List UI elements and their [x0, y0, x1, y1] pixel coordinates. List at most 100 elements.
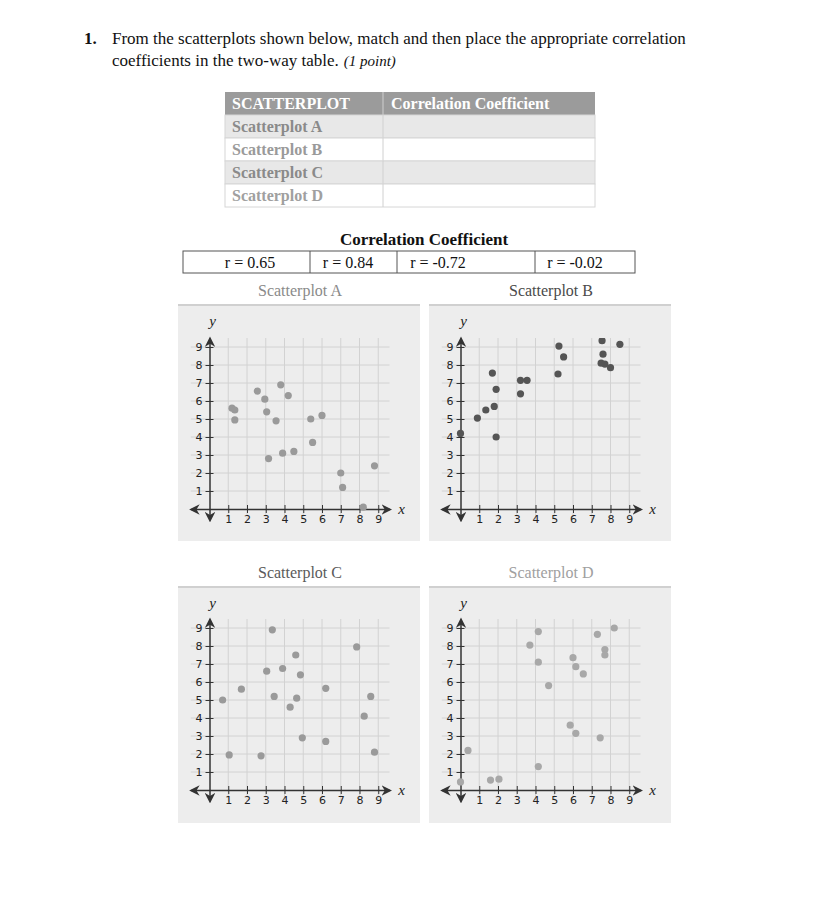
scatterplot: Scatterplot A123456789123456789yx — [178, 282, 420, 541]
x-axis-title: x — [648, 782, 656, 798]
y-tick-mark — [457, 646, 465, 647]
y-tick: 7 — [447, 658, 465, 671]
y-tick: 7 — [196, 658, 214, 671]
y-grid-line — [442, 646, 641, 647]
point — [367, 693, 374, 700]
y-tick-mark — [206, 383, 214, 384]
y-tick: 9 — [447, 341, 465, 354]
point — [360, 504, 367, 511]
point — [616, 341, 623, 348]
x-tick: 2 — [495, 786, 502, 807]
point — [287, 704, 294, 711]
points — [457, 624, 618, 785]
point — [265, 455, 272, 462]
panel-bg — [429, 587, 671, 823]
table-cell: Scatterplot D — [232, 187, 323, 205]
x-tick: 6 — [570, 786, 577, 807]
y-tick-mark — [206, 419, 214, 420]
y-axis-title: y — [458, 313, 467, 329]
y-tick-label: 8 — [447, 359, 454, 372]
y-tick-mark — [206, 491, 214, 492]
x-tick-label: 9 — [626, 513, 633, 526]
x-axis-title: x — [648, 501, 656, 517]
y-tick-mark — [457, 491, 465, 492]
y-tick: 1 — [196, 485, 214, 498]
y-tick-label: 3 — [447, 730, 454, 743]
y-tick-label: 6 — [196, 395, 203, 408]
y-tick-label: 7 — [196, 377, 203, 390]
point — [457, 778, 464, 785]
y-grid-line — [191, 347, 390, 348]
y-tick: 4 — [196, 712, 214, 725]
point — [299, 734, 306, 741]
y-tick: 2 — [196, 748, 214, 761]
y-tick: 7 — [196, 377, 214, 390]
x-tick: 2 — [495, 505, 502, 526]
coefficient-label: r = 0.65 — [225, 254, 275, 271]
x-tick-label: 8 — [357, 794, 364, 807]
y-tick-label: 4 — [196, 431, 203, 444]
y-tick-mark — [457, 736, 465, 737]
y-tick-label: 6 — [447, 395, 454, 408]
x-tick-label: 7 — [338, 794, 345, 807]
y-tick-label: 7 — [447, 377, 454, 390]
coefficients-divider — [535, 251, 536, 273]
panel-bg — [178, 305, 420, 541]
question-text: From the scatterplots shown below, match… — [112, 29, 686, 48]
y-tick-label: 1 — [196, 766, 203, 779]
y-tick-label: 6 — [196, 676, 203, 689]
scatterplot: Scatterplot D123456789123456789yx — [429, 564, 671, 823]
x-tick: 6 — [319, 786, 326, 807]
x-tick-label: 2 — [244, 794, 251, 807]
point — [607, 364, 614, 371]
x-tick-label: 1 — [225, 513, 232, 526]
y-grid-line — [191, 365, 390, 366]
point — [231, 416, 238, 423]
point — [309, 439, 316, 446]
point — [517, 390, 524, 397]
x-tick-label: 5 — [551, 513, 558, 526]
y-tick: 8 — [196, 359, 214, 372]
x-tick-label: 6 — [570, 794, 577, 807]
y-grid-line — [442, 347, 641, 348]
point — [474, 415, 481, 422]
y-grid-line — [442, 419, 641, 420]
y-grid-line — [191, 664, 390, 665]
x-tick-label: 5 — [300, 513, 307, 526]
x-tick-label: 1 — [476, 794, 483, 807]
y-tick: 6 — [447, 395, 465, 408]
y-tick-label: 4 — [196, 712, 203, 725]
y-tick-label: 1 — [447, 485, 454, 498]
y-tick-mark — [206, 347, 214, 348]
y-grid-line — [191, 491, 390, 492]
x-axis: 123456789 — [442, 505, 641, 526]
point — [290, 448, 297, 455]
y-tick-mark — [457, 347, 465, 348]
x-tick-label: 8 — [608, 794, 615, 807]
chart-title: Scatterplot A — [258, 282, 342, 300]
point — [318, 412, 325, 419]
point — [555, 343, 562, 350]
x-tick-label: 9 — [626, 794, 633, 807]
y-tick-mark — [457, 401, 465, 402]
x-tick: 4 — [533, 505, 540, 526]
x-tick: 2 — [244, 505, 251, 526]
x-tick: 3 — [514, 786, 521, 807]
y-tick: 1 — [447, 485, 465, 498]
x-axis: 123456789 — [442, 786, 641, 807]
chart-title: Scatterplot D — [509, 564, 594, 582]
point — [572, 663, 579, 670]
y-tick-label: 5 — [447, 694, 454, 707]
point — [580, 670, 587, 677]
point — [292, 651, 299, 658]
y-tick-mark — [206, 718, 214, 719]
x-tick-label: 4 — [533, 794, 540, 807]
y-tick: 2 — [447, 467, 465, 480]
y-grid-line — [191, 718, 390, 719]
chart-title: Scatterplot B — [509, 282, 593, 300]
table-cell: Scatterplot C — [232, 164, 323, 182]
x-tick-label: 5 — [300, 794, 307, 807]
y-axis-title: y — [207, 595, 216, 611]
x-tick-label: 8 — [357, 513, 364, 526]
table-header: Correlation Coefficient — [391, 95, 550, 112]
